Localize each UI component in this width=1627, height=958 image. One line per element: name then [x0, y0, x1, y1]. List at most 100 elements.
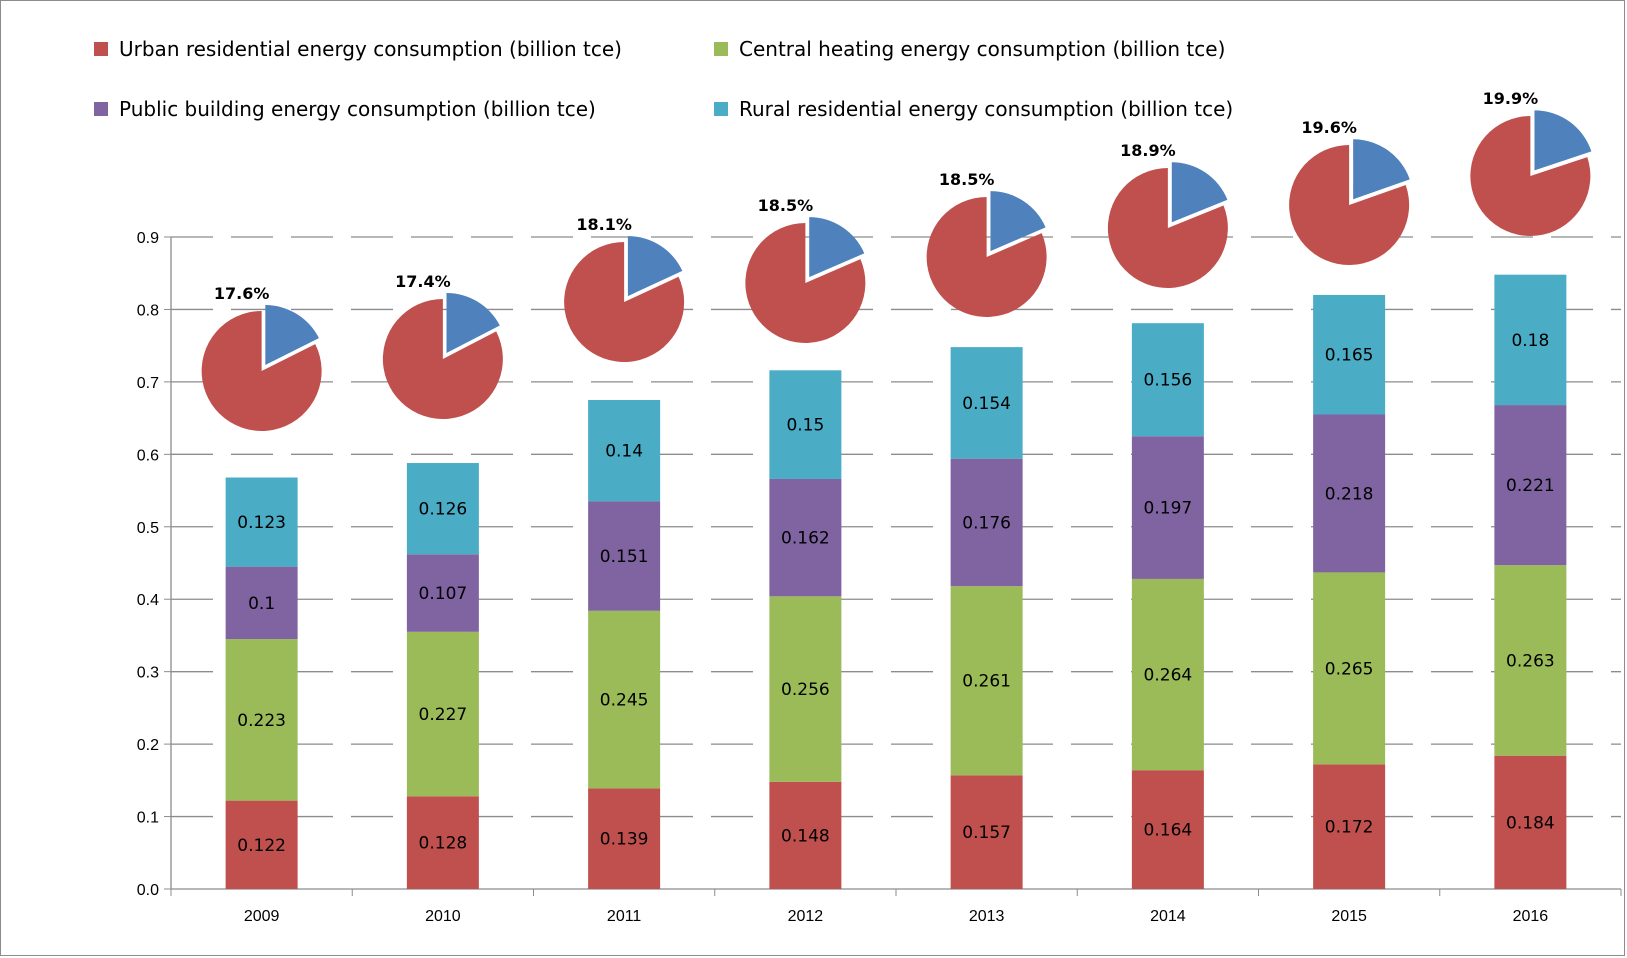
axis-layer: 0.0 0.1 0.2 0.3 0.4 0.5 0.6 0.7 0.8 0.9 2009 2010 20… — [137, 230, 1622, 925]
data-label: 0.245 — [600, 691, 649, 711]
bar-segment — [225, 477, 298, 567]
data-label: 0.218 — [1325, 484, 1374, 504]
legend-swatch — [714, 42, 728, 56]
bar-layer: 0.122 0.223 0.1 0.123 0.128 0.227 0.107 0.126 0.… — [225, 274, 1567, 889]
pie-share-slice — [1353, 139, 1410, 200]
bar-segment — [1313, 572, 1386, 765]
x-tick-label: 2015 — [1331, 908, 1367, 925]
legend-swatch — [714, 102, 728, 116]
x-tick-label: 2012 — [788, 908, 824, 925]
bar-segment — [769, 478, 842, 597]
pie-percent-label: 18.9% — [1120, 141, 1176, 160]
y-tick-label: 0.4 — [137, 592, 159, 609]
data-label: 0.157 — [962, 823, 1011, 843]
bar-segment — [1313, 414, 1386, 573]
bar-segment — [1131, 578, 1204, 771]
pie-remainder-slice — [1289, 145, 1410, 265]
grid-layer — [171, 236, 1621, 818]
data-label: 0.122 — [237, 836, 286, 856]
pie-share-slice — [1171, 162, 1228, 223]
legend-label: Central heating energy consumption (bill… — [739, 37, 1225, 61]
pie-percent-label: 19.6% — [1301, 118, 1357, 137]
bar-segment — [1494, 565, 1567, 756]
data-label: 0.264 — [1144, 666, 1193, 686]
data-label: 0.107 — [419, 584, 468, 604]
data-label: 0.1 — [248, 594, 275, 614]
data-label: 0.139 — [600, 830, 649, 850]
pie-share-slice — [990, 191, 1046, 252]
x-tick-label: 2016 — [1513, 908, 1549, 925]
y-tick-label: 0.6 — [137, 447, 159, 464]
y-tick-label: 0.2 — [137, 737, 159, 754]
x-tick-label: 2009 — [244, 908, 280, 925]
y-tick-label: 0.9 — [137, 230, 159, 247]
bar-segment — [225, 566, 298, 640]
bar-segment — [588, 400, 661, 502]
pie-share-slice — [265, 305, 319, 366]
bar-segment — [1494, 274, 1567, 406]
bar-segment — [406, 631, 479, 797]
bar-segment — [1494, 755, 1567, 889]
data-label: 0.15 — [786, 416, 824, 436]
y-tick-label: 0.5 — [137, 520, 159, 537]
data-label: 0.197 — [1144, 499, 1193, 519]
legend: Urban residential energy consumption (bi… — [94, 37, 1233, 121]
legend-label: Rural residential energy consumption (bi… — [739, 97, 1233, 121]
bar-segment — [588, 501, 661, 611]
data-label: 0.156 — [1144, 371, 1193, 391]
legend-label: Public building energy consumption (bill… — [119, 97, 596, 121]
pie-remainder-slice — [201, 311, 322, 431]
data-label: 0.123 — [237, 513, 286, 533]
data-label: 0.126 — [419, 500, 468, 520]
pie-percent-label: 17.6% — [214, 284, 270, 303]
pie-percent-label: 18.1% — [576, 215, 632, 234]
pie-share-slice — [809, 217, 865, 278]
data-label: 0.172 — [1325, 818, 1374, 838]
data-label: 0.221 — [1506, 476, 1555, 496]
data-label: 0.223 — [237, 711, 286, 731]
legend-swatch — [94, 102, 108, 116]
bar-segment — [406, 554, 479, 632]
bar-segment — [950, 775, 1023, 889]
x-tick-label: 2013 — [969, 908, 1005, 925]
legend-swatch — [94, 42, 108, 56]
bar-segment — [406, 796, 479, 889]
data-label: 0.265 — [1325, 659, 1374, 679]
bar-segment — [1494, 405, 1567, 566]
bar-segment — [1313, 764, 1386, 889]
pie-share-slice — [1534, 110, 1592, 171]
bar-segment — [1131, 770, 1204, 889]
pie-layer: 17.6% 17.4% 18.1% 18.5% 18.5% 18.9% 19.6% 19.9% — [201, 89, 1592, 431]
bar-segment — [769, 370, 842, 479]
bar-segment — [588, 610, 661, 789]
data-label: 0.176 — [962, 513, 1011, 533]
data-label: 0.148 — [781, 826, 830, 846]
data-label: 0.165 — [1325, 346, 1374, 366]
bar-segment — [769, 596, 842, 782]
y-tick-label: 0.3 — [137, 665, 159, 682]
data-label: 0.162 — [781, 529, 830, 549]
y-tick-label: 0.8 — [137, 302, 159, 319]
y-tick-label: 0.7 — [137, 375, 159, 392]
bar-segment — [950, 586, 1023, 776]
legend-label: Urban residential energy consumption (bi… — [119, 37, 622, 61]
y-tick-label: 0.0 — [137, 882, 159, 899]
data-label: 0.154 — [962, 394, 1011, 414]
data-label: 0.164 — [1144, 821, 1193, 841]
x-tick-label: 2010 — [425, 908, 461, 925]
pie-remainder-slice — [1107, 168, 1228, 288]
data-label: 0.14 — [605, 442, 643, 462]
bar-segment — [1131, 436, 1204, 579]
pie-remainder-slice — [745, 223, 866, 344]
data-label: 0.227 — [419, 705, 468, 725]
bar-segment — [225, 800, 298, 889]
data-label: 0.184 — [1506, 813, 1555, 833]
bar-segment — [1313, 294, 1386, 415]
data-label: 0.18 — [1511, 331, 1549, 351]
pie-percent-label: 17.4% — [395, 272, 451, 291]
pie-share-slice — [446, 293, 500, 354]
pie-percent-label: 18.5% — [939, 170, 995, 189]
bar-segment — [1131, 323, 1204, 437]
